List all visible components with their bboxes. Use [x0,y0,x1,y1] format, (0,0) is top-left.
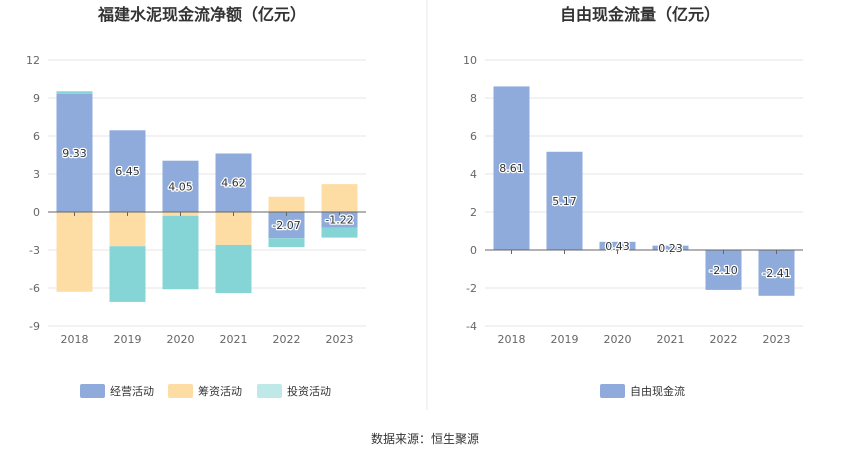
legend-swatch [168,384,193,398]
y-tick-label: 9 [33,92,40,105]
bar-自由现金流 [546,151,583,250]
bar-经营活动 [268,212,305,239]
legend-label: 投资活动 [287,384,331,398]
bar-筹资活动 [109,212,146,247]
x-tick-label: 2022 [273,333,301,346]
y-tick-label: 12 [26,54,40,67]
data-label: 5.17 [552,195,577,208]
x-tick-label: 2019 [551,333,579,346]
y-tick-label: -6 [29,282,40,295]
x-tick-label: 2023 [763,333,791,346]
y-tick-label: 3 [33,168,40,181]
data-label: 9.33 [62,147,87,160]
y-tick-label: 6 [33,130,40,143]
data-label: -1.22 [325,214,353,227]
bar-自由现金流 [599,241,636,250]
bar-投资活动 [56,91,93,94]
data-label: 0.43 [605,240,630,253]
bar-筹资活动 [56,212,93,292]
y-tick-label: 8 [470,92,477,105]
data-label: -2.10 [709,264,737,277]
bar-自由现金流 [652,245,689,250]
y-tick-label: -9 [29,320,40,333]
y-tick-label: 2 [470,206,477,219]
data-label: -2.07 [272,219,300,232]
x-tick-label: 2020 [167,333,195,346]
y-tick-label: -4 [466,320,477,333]
x-tick-label: 2021 [220,333,248,346]
legend-label: 经营活动 [110,384,154,398]
bar-投资活动 [162,215,199,290]
x-tick-label: 2020 [604,333,632,346]
legend-label: 自由现金流 [630,384,685,398]
data-label: 0.23 [658,242,683,255]
bar-投资活动 [215,244,252,294]
legend-swatch [600,384,625,398]
data-label: -2.41 [762,267,790,280]
bar-自由现金流 [493,86,530,250]
y-tick-label: -2 [466,282,477,295]
x-tick-label: 2021 [657,333,685,346]
bar-自由现金流 [758,250,795,296]
legend-swatch [257,384,282,398]
data-label: 4.05 [168,180,193,193]
data-label: 8.61 [499,162,524,175]
legend-swatch [80,384,105,398]
legend-label: 筹资活动 [198,384,242,398]
y-tick-label: 4 [470,168,477,181]
y-tick-label: -3 [29,244,40,257]
bar-投资活动 [268,238,305,248]
x-tick-label: 2023 [326,333,354,346]
data-label: 6.45 [115,165,140,178]
bar-筹资活动 [321,184,358,212]
x-tick-label: 2018 [61,333,89,346]
source-note: 数据来源：恒生聚源 [371,431,479,446]
x-tick-label: 2018 [498,333,526,346]
bar-筹资活动 [215,212,252,245]
y-tick-label: 10 [463,54,477,67]
bar-经营活动 [109,130,146,212]
x-tick-label: 2022 [710,333,738,346]
y-tick-label: 0 [33,206,40,219]
bar-经营活动 [215,153,252,212]
x-tick-label: 2019 [114,333,142,346]
bar-投资活动 [321,227,358,238]
bar-经营活动 [321,212,358,228]
chart-title-left: 福建水泥现金流净额（亿元） [97,5,306,24]
chart-title-right: 自由现金流量（亿元） [560,5,720,24]
bar-经营活动 [56,93,93,212]
y-tick-label: 0 [470,244,477,257]
bar-自由现金流 [705,250,742,290]
y-tick-label: 6 [470,130,477,143]
bar-筹资活动 [268,196,305,212]
bar-经营活动 [162,160,199,212]
data-label: 4.62 [221,177,246,190]
bar-投资活动 [109,246,146,302]
